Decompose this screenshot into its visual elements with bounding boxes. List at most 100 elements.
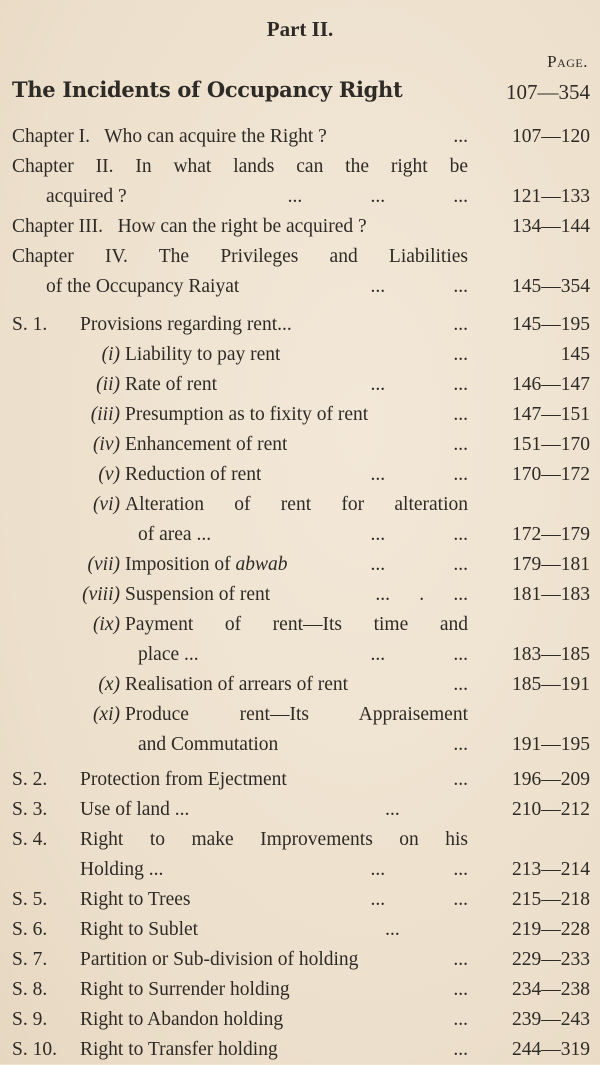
section-1-list: S. 1. Provisions regarding rent...... 145—… [0,310,600,760]
toc-entry: (v) Reduction of rent ... ... 170—172 [0,460,600,490]
entry-number: S. 3. [12,799,48,820]
entry-title: Protection from Ejectment [80,765,287,795]
toc-entry: (iv) Enhancement of rent... 151—170 [0,430,600,460]
entry-title: of the Occupancy Raiyat [46,272,239,302]
entry-title: Enhancement of rent [125,430,287,460]
entry-title-italic: abwab [235,554,288,575]
entry-title-text: Imposition of [125,554,236,575]
page-range: 145—354 [512,276,590,297]
dot-leader: ... ... [370,644,469,665]
entry-title-text: Produce rent—Its Appraisement [125,704,468,725]
toc-entry: Chapter III. How can the right be acquir… [0,212,600,242]
entry-title-text: Enhancement of rent [125,434,288,455]
entry-title-text: Liability to pay rent [125,344,281,365]
entry-title-text: Right to Sublet [80,919,199,940]
entry-title-text: Chapter III. How can the right be acquir… [12,216,367,237]
entry-title-text: Reduction of rent [125,464,262,485]
page-range: 244—319 [512,1039,590,1060]
toc-entry: and Commutation... 191—195 [0,730,600,760]
toc-entry: Chapter IV. The Privileges and Liabiliti… [0,242,600,272]
page-range: 210—212 [512,799,590,820]
page-range: 234—238 [512,979,590,1000]
entry-title-text: of the Occupancy Raiyat [46,276,240,297]
toc-entry: (ix) Payment of rent—Its time and [0,610,600,640]
entry-title-text: Suspension of rent [125,584,271,605]
entry-title-text: and Commutation [138,734,279,755]
toc-entry: (vi) Alteration of rent for alteration [0,490,600,520]
toc-entry: (i) Liability to pay rent... 145 [0,340,600,370]
dot-leader: ... [453,344,468,365]
toc-entry: Chapter I. Who can acquire the Right ?..… [0,122,600,152]
entry-number: S. 7. [12,949,48,970]
dot-leader: ... ... [370,524,469,545]
entry-title: Chapter II. In what lands can the right … [12,152,468,182]
page-range: 191—195 [512,734,590,755]
dot-leader: ... ... [370,276,469,297]
part-title: Part II. [266,17,334,41]
toc-entry: (xi) Produce rent—Its Appraisement [0,700,600,730]
entry-title-text: Chapter I. Who can acquire the Right ? [12,126,327,147]
entry-title: Alteration of rent for alteration [125,490,468,520]
page-range: 185—191 [512,674,590,695]
entry-title: acquired ? [46,182,127,212]
entry-number: S. 4. [12,829,48,850]
dot-leader: ... [453,769,468,790]
entry-title-text: Right to Transfer holding [80,1039,278,1060]
entry-title-text: Realisation of arrears of rent [125,674,349,695]
entry-title-text: Presumption as to fixity of rent [125,404,369,425]
entry-number: (vii) [87,554,120,575]
entry-title-text: place ... [138,644,199,665]
entry-number: (ii) [96,374,120,395]
page-range: 134—144 [512,216,590,237]
toc-entry: S. 5. Right to Trees ... ... 215—218 [0,885,600,915]
entry-title-text: Holding ... [80,859,164,880]
entry-title-text: Right to make Improvements on his [80,829,468,850]
toc-entry: S. 9. Right to Abandon holding... 239—243 [0,1005,600,1035]
dot-leader: ... [453,126,468,147]
dot-leader: ... ... [370,374,469,395]
page-range: 146—147 [512,374,590,395]
page-range: 213—214 [512,859,590,880]
main-heading: The Incidents of Occupancy Right [12,77,403,102]
page-column-header: Page. [547,52,588,71]
toc-entry: S. 10. Right to Transfer holding... 244—31… [0,1035,600,1065]
entry-number: (i) [101,344,120,365]
entry-title: Chapter III. How can the right be acquir… [12,212,367,242]
entry-number: S. 5. [12,889,48,910]
toc-entry: acquired ? ... ... ... 121—133 [0,182,600,212]
page-range: 170—172 [512,464,590,485]
dot-leader: ... [453,404,468,425]
entry-number: S. 10. [12,1039,57,1060]
entry-title: place ... [138,640,199,670]
dot-leader: ... [453,434,468,455]
entry-number: S. 8. [12,979,48,1000]
entry-number: S. 2. [12,769,48,790]
toc-entry: S. 1. Provisions regarding rent...... 145—… [0,310,600,340]
entry-title: Reduction of rent [125,460,261,490]
dot-leader: ... [453,1039,468,1060]
entry-title: Realisation of arrears of rent [125,670,348,700]
entry-number: S. 1. [12,314,48,335]
entry-title: Chapter IV. The Privileges and Liabiliti… [12,242,468,272]
page-range: 145—195 [512,314,590,335]
toc-entry: S. 7. Partition or Sub-division of holdin… [0,945,600,975]
dot-leader: ... [453,979,468,1000]
entry-title: Use of land ... [80,795,189,825]
entry-title-text: acquired ? [46,186,127,207]
toc-entry: (viii) Suspension of rent ... . ... 181—183 [0,580,600,610]
entry-number: (x) [98,674,120,695]
main-heading-pages: 107—354 [506,80,590,104]
page-range: 219—228 [512,919,590,940]
entry-title-text: Alteration of rent for alteration [125,494,468,515]
dot-leader: ... [453,314,468,335]
entry-number: S. 6. [12,919,48,940]
entry-number: (viii) [82,584,120,605]
entry-title: Provisions regarding rent... [80,310,292,340]
entry-number: (vi) [92,494,120,515]
entry-number: (iv) [92,434,120,455]
toc-entry: of area ... ... ... 172—179 [0,520,600,550]
dot-leader: ... . ... [375,584,468,605]
entry-title-text: Right to Surrender holding [80,979,290,1000]
entry-title-text: of area ... [138,524,212,545]
